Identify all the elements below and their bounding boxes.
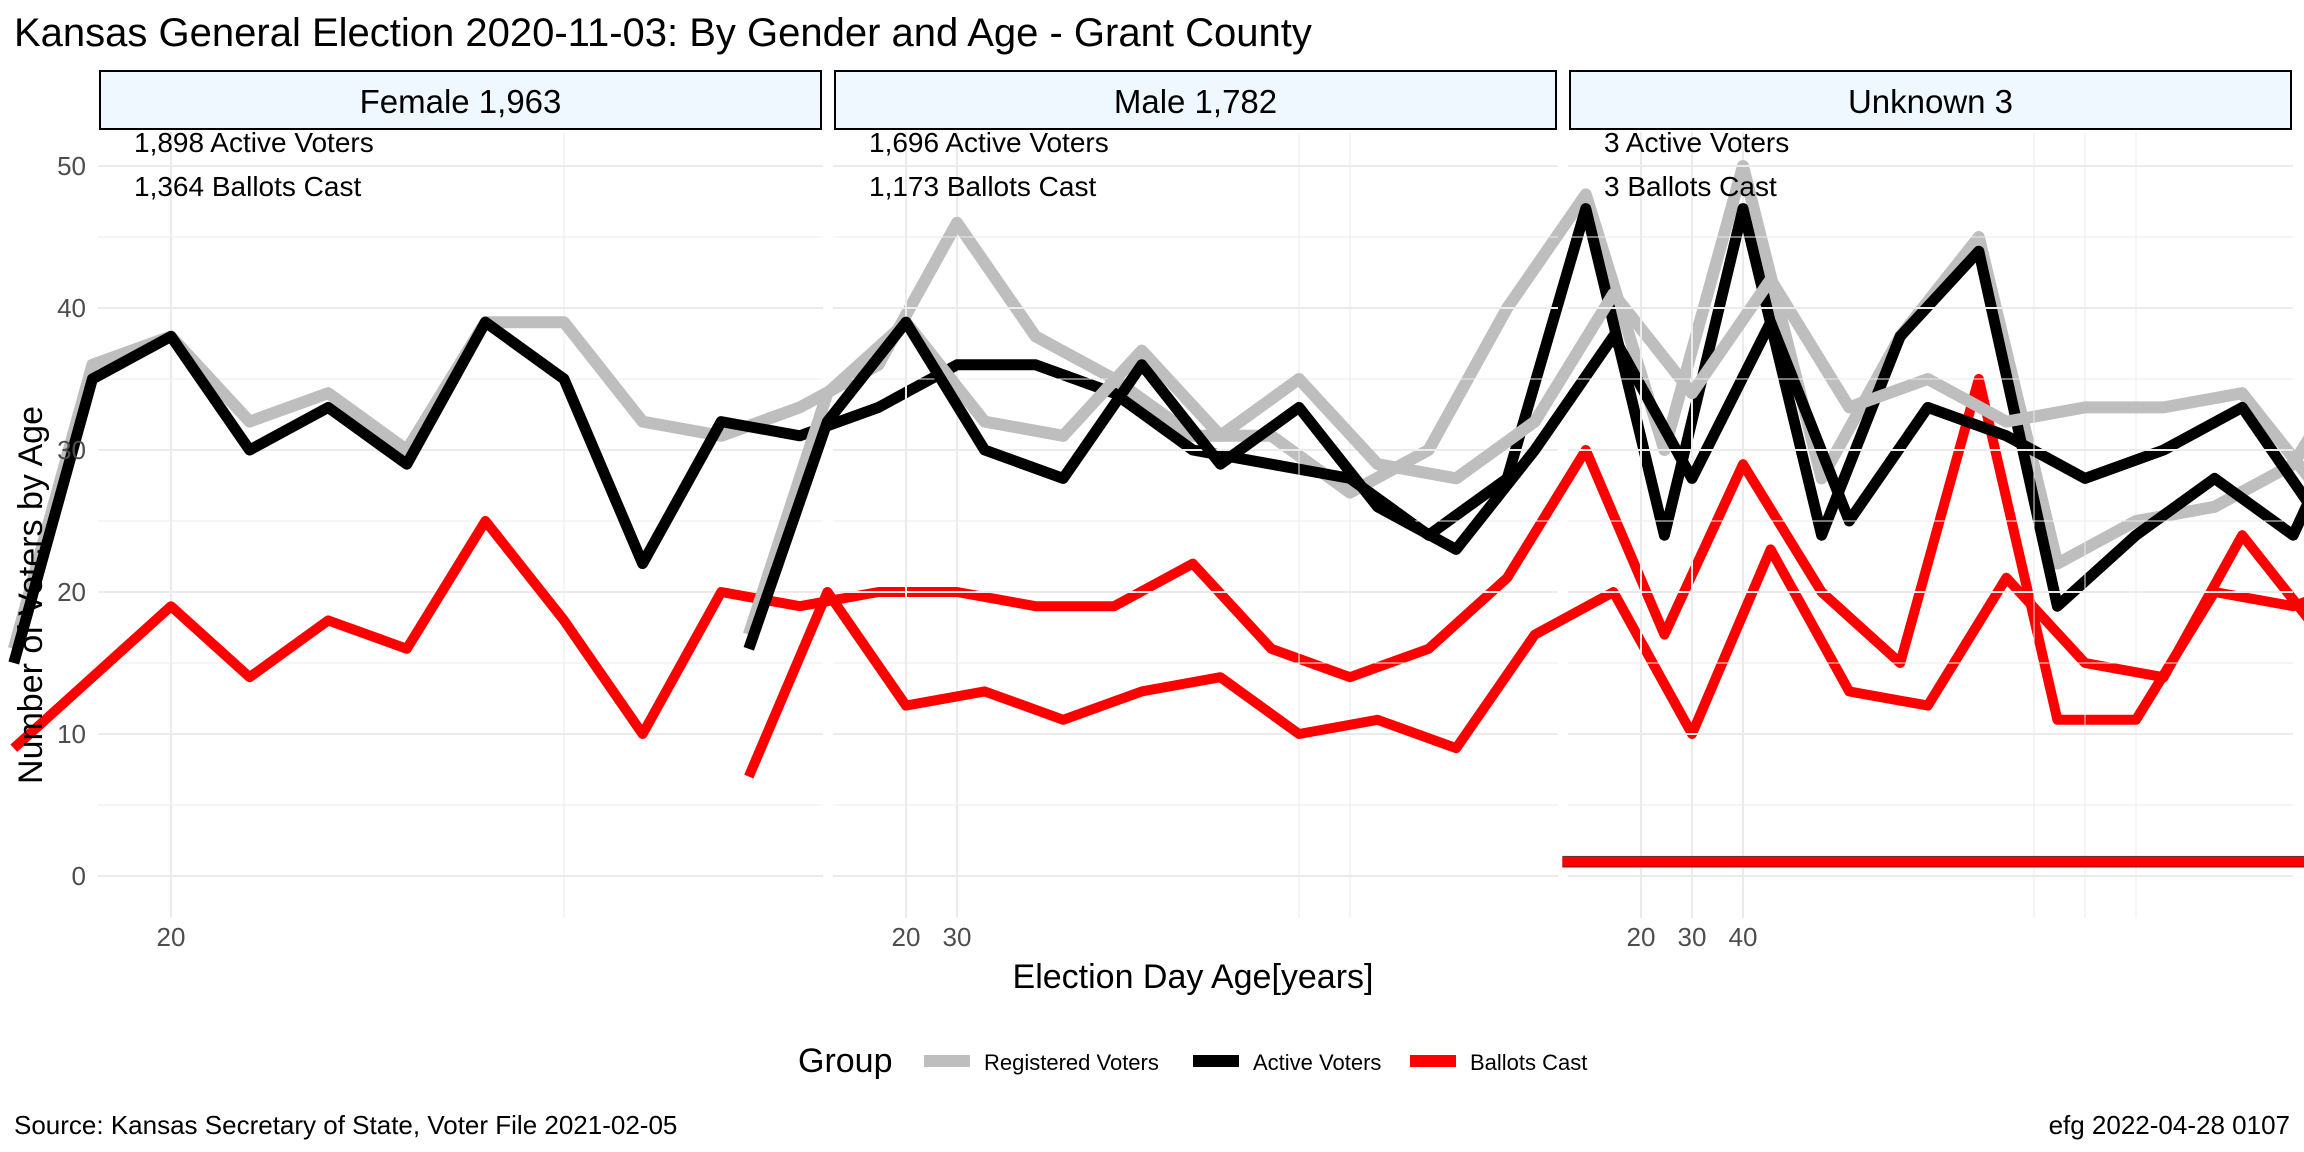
panel-annotation: 1,696 Active Voters	[869, 127, 1109, 158]
y-tick-label: 40	[57, 293, 86, 323]
x-tick-label: 20	[1627, 922, 1656, 952]
panel-annotation: 1,364 Ballots Cast	[134, 171, 361, 202]
panel-annotation: 3 Active Voters	[1604, 127, 1789, 158]
facet-strip	[834, 70, 1557, 130]
facet-strip	[99, 70, 822, 130]
x-tick-label: 30	[943, 922, 972, 952]
series-line-active-voters	[743, 316, 2304, 651]
x-axis-label: Election Day Age[years]	[1013, 958, 1374, 996]
chart-title: Kansas General Election 2020-11-03: By G…	[14, 11, 1312, 55]
panel-annotation: 1,173 Ballots Cast	[869, 171, 1096, 202]
facet-strip-label: Male 1,782	[1114, 83, 1277, 120]
legend-label: Active Voters	[1253, 1050, 1381, 1075]
legend-title: Group	[798, 1042, 893, 1080]
grid-lines	[1568, 132, 2293, 918]
series-line-registered-voters	[8, 160, 2304, 651]
facet-strip	[1569, 70, 2292, 130]
series-line-ballots-cast	[10, 374, 2304, 752]
facet-panel-3: Unknown 3 3 Active Voters 3 Ballots Cast 20…	[1562, 70, 2304, 952]
facet-strip-label: Unknown 3	[1848, 83, 2013, 120]
panel-annotation: 3 Ballots Cast	[1604, 171, 1777, 202]
series-lines	[8, 160, 2304, 752]
x-tick-label: 30	[1678, 922, 1707, 952]
series-line-active-voters	[8, 203, 2304, 665]
x-tick-label: 20	[157, 922, 186, 952]
series-line-ballots-cast	[744, 530, 2304, 779]
facet-panel-1: Female 1,963 1,898 Active Voters 1,364 Bal…	[8, 70, 2304, 952]
series-lines	[743, 273, 2304, 779]
legend-label: Registered Voters	[984, 1050, 1159, 1075]
legend: Group Registered Voters Active Voters Ball…	[798, 1042, 1587, 1080]
y-tick-label: 30	[57, 435, 86, 465]
x-tick-label: 40	[1729, 922, 1758, 952]
credit-note: efg 2022-04-28 0107	[2049, 1110, 2290, 1140]
source-note: Source: Kansas Secretary of State, Voter…	[14, 1110, 677, 1140]
series-line-registered-voters	[743, 273, 2304, 637]
y-tick-label: 50	[57, 151, 86, 181]
y-tick-label: 10	[57, 719, 86, 749]
y-axis-label: Number of Voters by Age	[12, 406, 50, 784]
facet-strip-label: Female 1,963	[360, 83, 562, 120]
y-tick-label: 0	[72, 861, 86, 891]
legend-label: Ballots Cast	[1470, 1050, 1587, 1075]
panel-annotation: 1,898 Active Voters	[134, 127, 374, 158]
grid-lines	[833, 132, 2086, 918]
x-tick-label: 20	[892, 922, 921, 952]
facet-panels: Female 1,963 1,898 Active Voters 1,364 Bal…	[8, 70, 2304, 952]
y-tick-label: 20	[57, 577, 86, 607]
